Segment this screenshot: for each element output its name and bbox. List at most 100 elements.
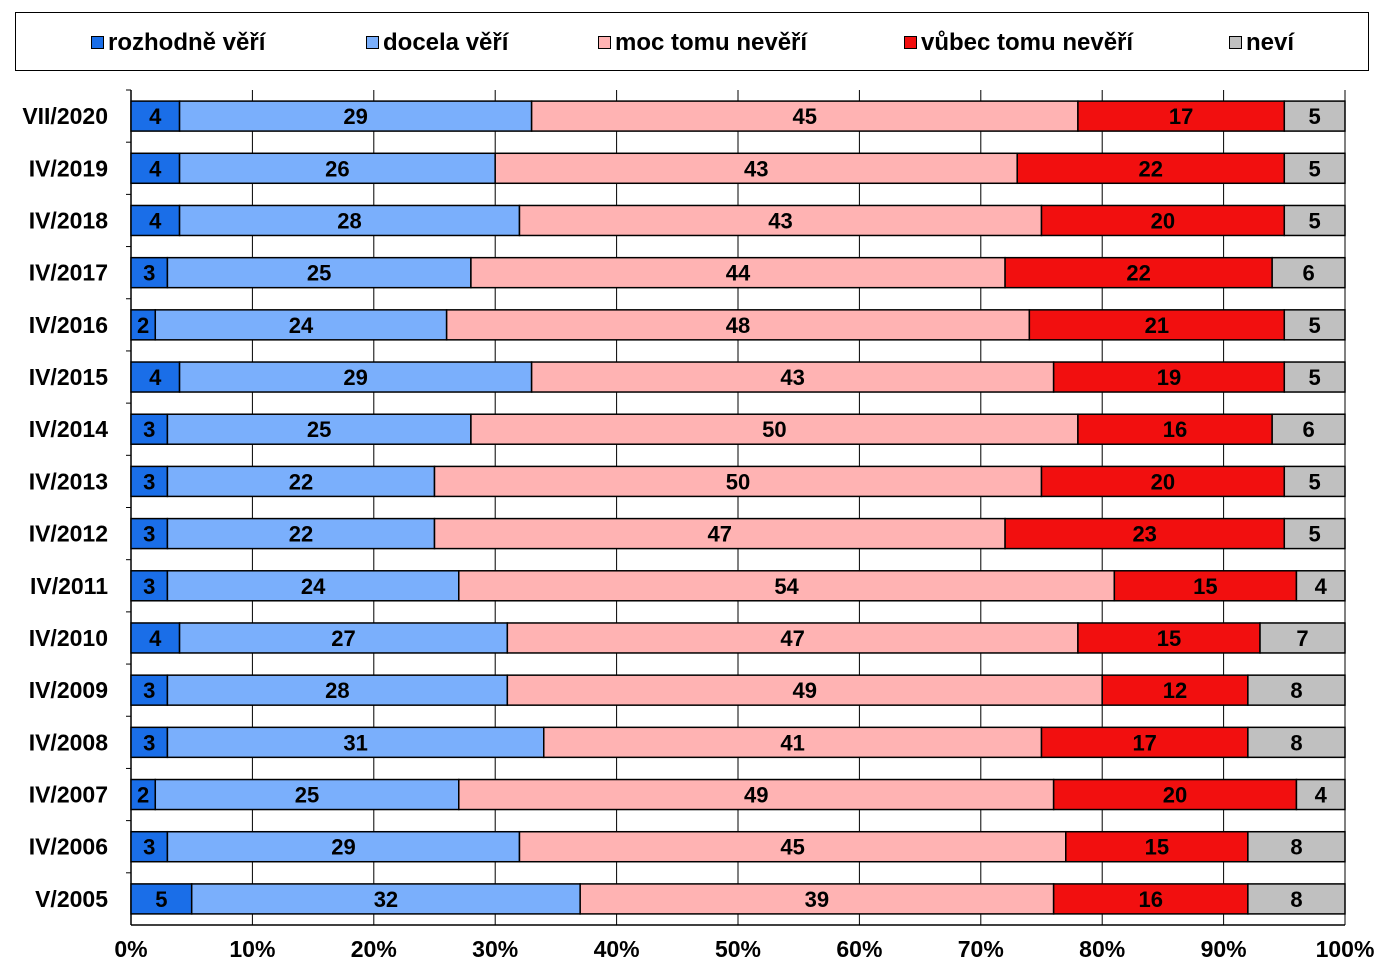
x-tick-label: 90% — [1201, 936, 1247, 962]
data-label: 43 — [744, 156, 768, 181]
data-label: 28 — [325, 678, 349, 703]
data-label: 5 — [1309, 522, 1321, 547]
data-label: 22 — [1126, 261, 1150, 286]
y-category-label: IV/2015 — [29, 364, 108, 390]
data-label: 3 — [143, 469, 155, 494]
data-label: 28 — [337, 208, 361, 233]
data-label: 47 — [708, 522, 732, 547]
data-label: 29 — [343, 365, 367, 390]
data-label: 50 — [726, 469, 750, 494]
data-label: 29 — [331, 835, 355, 860]
data-label: 21 — [1145, 313, 1169, 338]
data-label: 5 — [1309, 365, 1321, 390]
y-category-label: IV/2017 — [29, 260, 108, 286]
y-category-label: IV/2008 — [29, 729, 108, 755]
data-label: 49 — [744, 783, 768, 808]
data-label: 54 — [774, 574, 799, 599]
data-label: 8 — [1290, 730, 1302, 755]
data-label: 50 — [762, 417, 786, 442]
data-label: 4 — [149, 208, 162, 233]
y-category-label: IV/2013 — [29, 468, 108, 494]
data-label: 2 — [137, 313, 149, 338]
x-tick-label: 50% — [715, 936, 761, 962]
data-label: 15 — [1193, 574, 1217, 599]
data-label: 12 — [1163, 678, 1187, 703]
data-label: 20 — [1151, 469, 1175, 494]
data-label: 5 — [1309, 313, 1321, 338]
data-label: 4 — [149, 365, 162, 390]
x-tick-label: 30% — [472, 936, 518, 962]
x-tick-label: 10% — [229, 936, 275, 962]
data-label: 44 — [726, 261, 751, 286]
data-label: 5 — [1309, 156, 1321, 181]
data-label: 39 — [805, 887, 829, 912]
x-tick-label: 100% — [1316, 936, 1375, 962]
data-label: 43 — [768, 208, 792, 233]
data-label: 20 — [1151, 208, 1175, 233]
data-label: 5 — [1309, 208, 1321, 233]
data-label: 43 — [780, 365, 804, 390]
data-label: 15 — [1145, 835, 1169, 860]
data-label: 3 — [143, 835, 155, 860]
y-category-label: IV/2006 — [29, 834, 108, 860]
x-tick-label: 20% — [351, 936, 397, 962]
data-label: 5 — [155, 887, 167, 912]
data-label: 15 — [1157, 626, 1181, 651]
data-label: 22 — [1139, 156, 1163, 181]
data-label: 2 — [137, 783, 149, 808]
data-label: 8 — [1290, 678, 1302, 703]
data-label: 4 — [1315, 574, 1328, 599]
y-category-label: IV/2019 — [29, 155, 108, 181]
data-label: 22 — [289, 522, 313, 547]
x-tick-label: 0% — [114, 936, 147, 962]
data-label: 8 — [1290, 887, 1302, 912]
data-label: 19 — [1157, 365, 1181, 390]
data-label: 24 — [301, 574, 326, 599]
y-category-label: IV/2016 — [29, 312, 108, 338]
data-label: 29 — [343, 104, 367, 129]
y-category-label: VII/2020 — [22, 103, 108, 129]
data-label: 26 — [325, 156, 349, 181]
data-label: 4 — [149, 626, 162, 651]
data-label: 49 — [793, 678, 817, 703]
data-label: 20 — [1163, 783, 1187, 808]
data-label: 5 — [1309, 469, 1321, 494]
data-label: 16 — [1139, 887, 1163, 912]
data-label: 45 — [793, 104, 817, 129]
data-label: 17 — [1169, 104, 1193, 129]
data-label: 3 — [143, 417, 155, 442]
y-category-label: IV/2009 — [29, 677, 108, 703]
data-label: 3 — [143, 522, 155, 547]
data-label: 22 — [289, 469, 313, 494]
data-label: 25 — [307, 417, 331, 442]
y-category-label: IV/2012 — [29, 521, 108, 547]
data-label: 3 — [143, 730, 155, 755]
data-label: 25 — [295, 783, 319, 808]
data-label: 32 — [374, 887, 398, 912]
data-label: 41 — [780, 730, 804, 755]
data-label: 8 — [1290, 835, 1302, 860]
data-label: 4 — [1315, 783, 1328, 808]
y-category-label: IV/2018 — [29, 207, 108, 233]
data-label: 4 — [149, 156, 162, 181]
data-label: 7 — [1296, 626, 1308, 651]
x-tick-label: 70% — [958, 936, 1004, 962]
data-label: 4 — [149, 104, 162, 129]
data-label: 6 — [1302, 261, 1314, 286]
data-label: 3 — [143, 574, 155, 599]
data-label: 31 — [343, 730, 367, 755]
data-label: 23 — [1132, 522, 1156, 547]
data-label: 17 — [1132, 730, 1156, 755]
data-label: 6 — [1302, 417, 1314, 442]
x-tick-label: 40% — [594, 936, 640, 962]
y-category-label: IV/2007 — [29, 782, 108, 808]
data-label: 5 — [1309, 104, 1321, 129]
y-category-label: IV/2014 — [29, 416, 108, 442]
x-tick-label: 60% — [836, 936, 882, 962]
x-tick-label: 80% — [1079, 936, 1125, 962]
data-label: 27 — [331, 626, 355, 651]
data-label: 24 — [289, 313, 314, 338]
data-label: 48 — [726, 313, 750, 338]
data-label: 45 — [780, 835, 804, 860]
